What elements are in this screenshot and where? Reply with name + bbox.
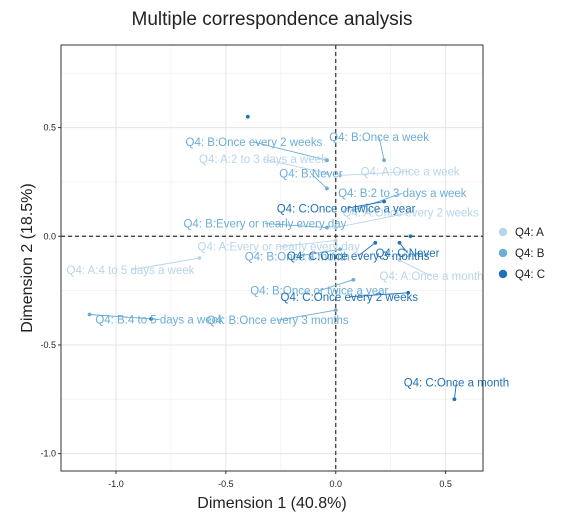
point-label: Q4: A:Once a month — [379, 271, 483, 283]
point-label: Q4: B:Once or twice a year — [250, 286, 388, 298]
point-label: Q4: A:2 to 3 days a week — [199, 154, 327, 166]
x-tick-label: 0.0 — [329, 479, 342, 489]
point-label: Q4: B:Once every 3 months — [207, 315, 349, 327]
data-point — [325, 171, 329, 176]
point-label: Q4: C:Once a month — [404, 377, 509, 389]
data-point — [325, 158, 329, 163]
data-point — [245, 114, 250, 119]
data-point — [373, 240, 378, 245]
x-axis-ticks: -1.0 -0.5 0.0 0.5 — [108, 471, 452, 489]
point-label: Q4: B:Once a week — [329, 132, 429, 144]
label-connector — [346, 201, 385, 209]
legend-label: Q4: B — [515, 248, 545, 260]
point-label: Q4: B:Once every 2 weeks — [186, 137, 323, 149]
label-connector — [297, 248, 341, 257]
data-point — [333, 225, 338, 230]
data-point — [325, 186, 329, 191]
y-tick-label: -1.0 — [40, 449, 56, 459]
label-connector — [453, 382, 457, 400]
plot-panel — [61, 45, 483, 471]
legend-swatch — [498, 227, 508, 237]
chart-title: Multiple correspondence analysis — [132, 9, 413, 30]
x-tick-label: -1.0 — [108, 479, 124, 489]
point-label: Q4: A:Once every 2 weeks — [343, 208, 479, 220]
label-connector — [358, 242, 376, 257]
label-connector — [264, 223, 327, 229]
data-point — [382, 199, 386, 204]
point-labels: Q4: A:2 to 3 days a week Q4: A:Once a wee… — [67, 132, 510, 389]
label-connector — [310, 173, 328, 189]
point-label: Q4: C:Once or twice a year — [277, 203, 416, 215]
reference-lines — [61, 45, 483, 471]
y-tick-label: -0.5 — [40, 340, 56, 350]
point-label: Q4: C:Once every 2 weeks — [281, 292, 419, 304]
x-axis-title: Dimension 1 (40.8%) — [197, 495, 346, 512]
label-connector — [319, 279, 354, 292]
data-point — [338, 173, 343, 178]
data-point — [333, 238, 338, 243]
data-point — [452, 397, 457, 402]
data-point — [406, 290, 411, 295]
legend-label: Q4: C — [515, 269, 545, 281]
label-connector — [349, 292, 409, 298]
x-tick-label: 0.5 — [439, 479, 452, 489]
data-point — [325, 225, 329, 230]
data-point — [87, 312, 92, 317]
data-point — [338, 247, 343, 252]
data-point — [149, 316, 154, 321]
data-point — [397, 240, 402, 245]
point-label: Q4: A:Every or nearly every day — [198, 242, 361, 254]
label-connector — [277, 309, 336, 321]
label-connector — [399, 259, 432, 277]
label-connector — [278, 240, 336, 248]
y-axis-title: Dimension 2 (18.5%) — [19, 183, 36, 332]
data-point — [382, 158, 386, 163]
label-connectors — [89, 137, 457, 400]
label-connector — [262, 158, 328, 174]
label-connector — [89, 314, 160, 320]
data-point — [408, 234, 413, 239]
label-connector — [399, 242, 408, 254]
point-label: Q4: B:Once a month — [245, 251, 350, 263]
legend-swatch — [498, 269, 508, 279]
label-connector — [353, 192, 403, 211]
data-point — [333, 308, 338, 313]
point-label: Q4: B:4 to 5 days a week — [95, 315, 224, 327]
y-axis-ticks: -1.0 -0.5 0.0 0.5 — [40, 123, 61, 459]
label-connector — [335, 212, 411, 229]
point-label: Q4: A:4 to 5 days a week — [67, 265, 195, 277]
x-tick-label: -0.5 — [218, 479, 234, 489]
y-tick-label: 0.5 — [43, 123, 56, 133]
point-label: Q4: B:Never — [279, 168, 342, 180]
label-connector — [130, 257, 200, 271]
y-tick-label: 0.0 — [43, 231, 56, 241]
point-label: Q4: C:Once every 3 months — [287, 251, 430, 263]
data-point — [351, 208, 356, 213]
label-connector — [253, 141, 328, 161]
point-label: Q4: C:Never — [376, 248, 440, 260]
label-connector — [340, 170, 411, 176]
data-point — [351, 277, 356, 282]
data-point — [397, 258, 402, 263]
point-label: Q4: B:2 to 3 days a week — [338, 188, 467, 200]
legend-swatch — [498, 248, 508, 258]
legend-label: Q4: A — [515, 227, 544, 239]
data-points — [87, 114, 457, 402]
label-connector — [378, 137, 385, 161]
legend: Q4: A Q4: B Q4: C — [498, 227, 545, 281]
plot-border — [60, 44, 484, 472]
point-label: Q4: A:Once a week — [361, 166, 460, 178]
point-label: Q4: B:Every or nearly every day — [183, 219, 346, 231]
data-point — [197, 256, 202, 260]
